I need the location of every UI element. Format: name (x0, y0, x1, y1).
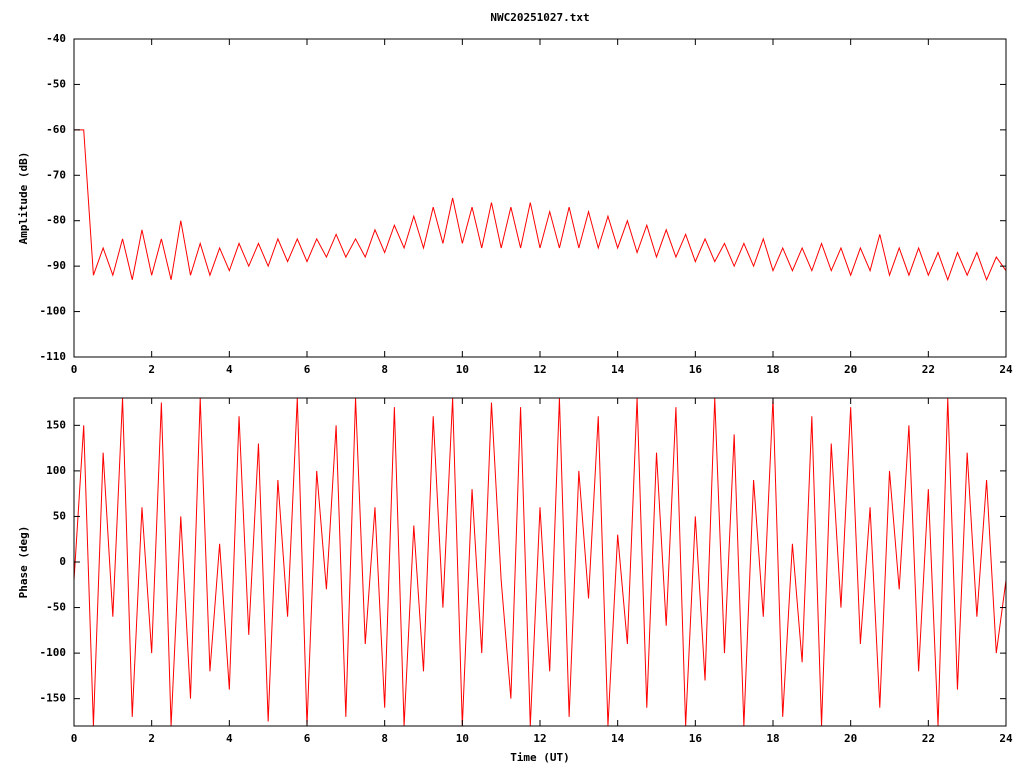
x-tick-label: 24 (999, 732, 1013, 745)
y-tick-label: -90 (46, 259, 66, 272)
x-tick-label: 22 (922, 732, 935, 745)
x-tick-label: 20 (844, 363, 857, 376)
y-tick-label: 100 (46, 464, 66, 477)
y-tick-label: -110 (40, 350, 67, 363)
x-tick-label: 2 (148, 732, 155, 745)
y-tick-label: -80 (46, 214, 66, 227)
x-tick-label: 18 (766, 363, 779, 376)
x-tick-label: 10 (456, 363, 469, 376)
chart-title: NWC20251027.txt (490, 11, 589, 24)
y-tick-label: -50 (46, 77, 66, 90)
x-tick-label: 20 (844, 732, 857, 745)
x-tick-label: 0 (71, 363, 78, 376)
data-line (73, 397, 1007, 727)
y-tick-label: -40 (46, 32, 66, 45)
x-axis-label: Time (UT) (510, 751, 570, 764)
x-tick-label: 22 (922, 363, 935, 376)
x-tick-label: 0 (71, 732, 78, 745)
y-tick-label: -50 (46, 601, 66, 614)
y-tick-label: -70 (46, 168, 66, 181)
y-tick-label: 0 (59, 555, 66, 568)
y-tick-label: -60 (46, 123, 66, 136)
x-tick-label: 4 (226, 363, 233, 376)
x-tick-label: 16 (689, 363, 703, 376)
y-tick-label: -150 (40, 692, 67, 705)
x-tick-label: 8 (381, 732, 388, 745)
x-tick-label: 16 (689, 732, 703, 745)
x-tick-label: 8 (381, 363, 388, 376)
y-tick-label: -100 (40, 305, 67, 318)
y-tick-label: 150 (46, 418, 66, 431)
x-tick-label: 14 (611, 363, 625, 376)
x-tick-label: 18 (766, 732, 779, 745)
x-tick-label: 12 (533, 732, 546, 745)
x-tick-label: 6 (304, 732, 311, 745)
x-tick-label: 4 (226, 732, 233, 745)
data-line (74, 129, 1007, 282)
x-tick-label: 12 (533, 363, 546, 376)
x-tick-label: 6 (304, 363, 311, 376)
x-tick-label: 24 (999, 363, 1013, 376)
y-tick-label: 50 (53, 509, 66, 522)
x-tick-label: 2 (148, 363, 155, 376)
x-tick-label: 14 (611, 732, 625, 745)
y-axis-label: Amplitude (dB) (17, 152, 30, 245)
y-axis-label: Phase (deg) (17, 526, 30, 599)
x-tick-label: 10 (456, 732, 469, 745)
y-tick-label: -100 (40, 646, 67, 659)
